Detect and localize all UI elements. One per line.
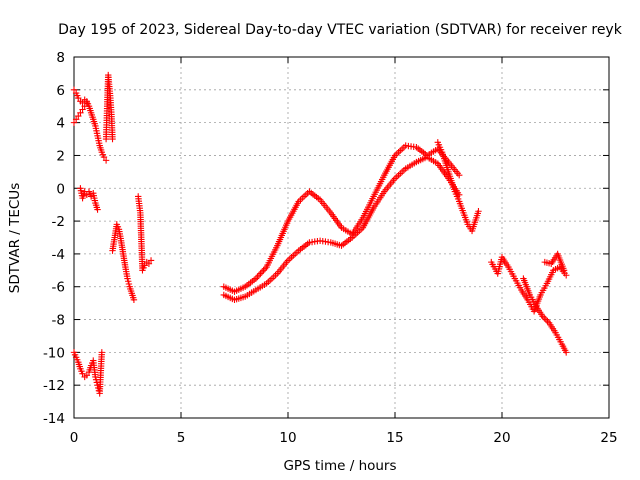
grid xyxy=(74,57,609,418)
data-point xyxy=(102,157,110,164)
y-tick-label: 4 xyxy=(56,116,65,132)
x-axis-label: GPS time / hours xyxy=(283,458,396,474)
series-falling-track xyxy=(434,139,482,235)
ticks: 0 5 10 15 20 25 -14 -12 -10 -8 -6 -4 -2 0 2 4 6 8 xyxy=(43,50,618,446)
y-tick-label: -2 xyxy=(52,214,65,230)
data-point xyxy=(79,106,86,113)
series-zero-cluster xyxy=(77,185,101,213)
y-tick-label: 6 xyxy=(56,83,65,99)
axes xyxy=(73,56,610,419)
data-point xyxy=(72,116,80,123)
x-tick-label: 25 xyxy=(600,430,617,446)
data-point xyxy=(560,267,568,274)
y-tick-label: 0 xyxy=(56,181,65,197)
data-point xyxy=(254,273,261,281)
series-main-upper-track xyxy=(220,142,463,295)
data-point xyxy=(260,267,267,274)
data-point xyxy=(141,262,148,269)
x-tick-label: 20 xyxy=(493,430,510,446)
data-point xyxy=(147,257,155,264)
x-tick-label: 5 xyxy=(177,430,186,446)
data-point xyxy=(257,270,264,277)
x-tick-label: 15 xyxy=(386,430,403,446)
data-point xyxy=(563,272,570,279)
y-tick-label: -6 xyxy=(52,280,65,296)
data-point xyxy=(83,372,91,379)
series-late-upper xyxy=(541,250,568,274)
series-spike-1.6h xyxy=(102,71,116,143)
data-point xyxy=(79,370,86,377)
y-tick-label: -14 xyxy=(43,411,65,427)
series-late-descending xyxy=(520,275,570,356)
data-point xyxy=(124,275,131,282)
data-point xyxy=(98,349,106,356)
x-tick-label: 10 xyxy=(279,430,296,446)
y-tick-label: -12 xyxy=(43,378,65,394)
data-point xyxy=(77,109,84,116)
data-point xyxy=(563,349,570,356)
data-points xyxy=(70,71,570,397)
series-cluster-3h xyxy=(135,193,155,274)
series-late-tracks xyxy=(488,253,570,315)
data-point xyxy=(75,112,82,120)
chart-title: Day 195 of 2023, Sidereal Day-to-day VTE… xyxy=(58,22,623,38)
data-point xyxy=(75,94,82,102)
y-tick-label: 8 xyxy=(56,50,65,66)
data-point xyxy=(83,191,91,199)
series-descending-2h xyxy=(109,221,138,304)
data-point xyxy=(125,278,132,285)
y-tick-label: -4 xyxy=(52,247,65,263)
series-negative-early xyxy=(70,349,106,397)
plot-frame xyxy=(73,56,610,419)
data-point xyxy=(544,317,551,325)
data-point xyxy=(70,119,78,126)
data-point xyxy=(109,135,116,143)
data-point xyxy=(81,103,88,110)
data-point xyxy=(145,260,153,267)
data-point xyxy=(542,316,550,323)
data-point xyxy=(475,208,482,215)
data-point xyxy=(94,206,101,213)
data-point xyxy=(70,86,78,94)
data-point xyxy=(456,171,463,179)
series-main-lower-track xyxy=(220,153,463,304)
data-point xyxy=(100,153,108,161)
data-point xyxy=(258,268,266,276)
y-tick-label: -8 xyxy=(52,313,65,329)
x-tick-label: 0 xyxy=(70,430,79,446)
series-early-track-upper xyxy=(70,86,110,164)
series-early-track-lower xyxy=(70,99,91,126)
data-point xyxy=(130,296,138,304)
data-point xyxy=(541,314,548,322)
data-point xyxy=(125,280,133,288)
y-tick-label: 2 xyxy=(56,148,65,164)
y-axis-label: SDTVAR / TECUs xyxy=(7,183,23,293)
data-point xyxy=(83,99,91,107)
data-point xyxy=(255,272,263,279)
y-tick-label: -10 xyxy=(43,345,65,361)
